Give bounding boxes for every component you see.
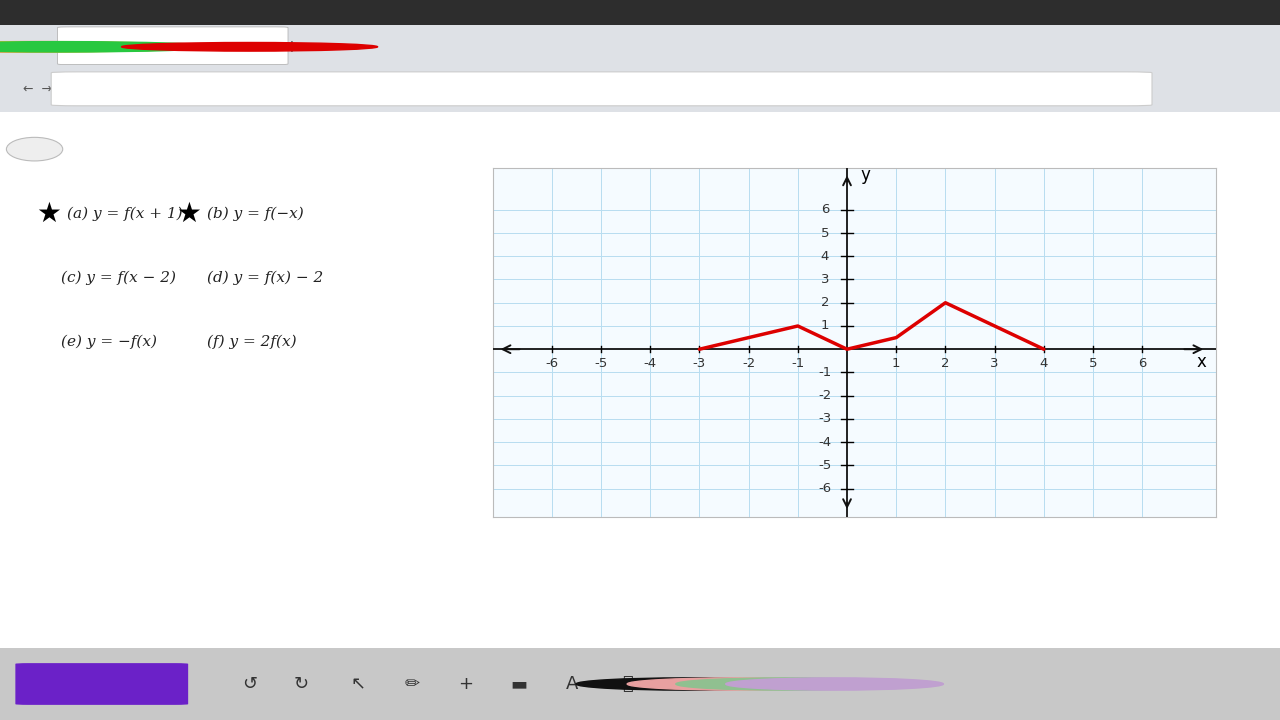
Circle shape — [6, 138, 63, 161]
Circle shape — [0, 42, 215, 52]
Text: (a) y = f(x + 1): (a) y = f(x + 1) — [67, 207, 182, 221]
Text: -4: -4 — [818, 436, 832, 449]
Text: ⬜: ⬜ — [622, 675, 632, 693]
Text: A: A — [566, 675, 579, 693]
Text: ←  →  ↺: ← → ↺ — [23, 83, 70, 96]
Circle shape — [576, 678, 794, 690]
Text: 3: 3 — [820, 273, 829, 286]
FancyBboxPatch shape — [15, 663, 188, 705]
Circle shape — [0, 42, 179, 52]
Text: -6: -6 — [818, 482, 832, 495]
Text: -2: -2 — [742, 356, 755, 369]
Text: 4: 4 — [1039, 356, 1048, 369]
Text: 1: 1 — [892, 356, 900, 369]
Circle shape — [726, 678, 943, 690]
Text: x: x — [1197, 353, 1206, 371]
FancyBboxPatch shape — [51, 72, 1152, 106]
Text: -6: -6 — [545, 356, 558, 369]
Text: (d) y = f(x) − 2: (d) y = f(x) − 2 — [207, 271, 324, 285]
Text: -1: -1 — [791, 356, 804, 369]
Text: -3: -3 — [692, 356, 707, 369]
Text: (b) y = f(−x): (b) y = f(−x) — [207, 207, 305, 221]
Text: ★: ★ — [175, 199, 201, 228]
Text: ↺: ↺ — [242, 675, 257, 693]
Text: y: y — [860, 166, 870, 184]
Text: -5: -5 — [818, 459, 832, 472]
Text: 6: 6 — [1138, 356, 1147, 369]
Text: 5: 5 — [820, 227, 829, 240]
Text: +: + — [458, 675, 474, 693]
Text: -4: -4 — [644, 356, 657, 369]
Text: 6: 6 — [820, 203, 829, 216]
Text: 🔒  https://www.numerade.com/answers/whiteboard/100171/: 🔒 https://www.numerade.com/answers/white… — [92, 83, 447, 96]
Text: 3: 3 — [991, 356, 998, 369]
Text: ↖: ↖ — [351, 675, 366, 693]
Text: 5: 5 — [1089, 356, 1097, 369]
Text: ×: × — [265, 40, 276, 54]
Text: (c) y = f(x − 2): (c) y = f(x − 2) — [61, 271, 177, 285]
Circle shape — [122, 42, 378, 51]
Text: ✏: ✏ — [404, 675, 420, 693]
Text: 4: 4 — [820, 250, 829, 263]
Text: Stop Recording: Stop Recording — [44, 678, 160, 690]
Text: -5: -5 — [594, 356, 608, 369]
FancyBboxPatch shape — [58, 27, 288, 65]
Text: Numerade: Numerade — [109, 40, 174, 53]
Text: 2: 2 — [820, 296, 829, 309]
Text: +: + — [284, 37, 298, 55]
Text: ▬: ▬ — [509, 675, 527, 693]
Circle shape — [0, 42, 197, 52]
Text: 2: 2 — [941, 356, 950, 369]
Text: -1: -1 — [818, 366, 832, 379]
Text: ★: ★ — [36, 199, 61, 228]
Text: ↻: ↻ — [293, 675, 308, 693]
Text: 1: 1 — [820, 320, 829, 333]
Text: 1: 1 — [31, 143, 38, 156]
Text: (e) y = −f(x): (e) y = −f(x) — [61, 335, 157, 349]
Text: -2: -2 — [818, 390, 832, 402]
Circle shape — [627, 678, 845, 690]
Text: (f) y = 2f(x): (f) y = 2f(x) — [207, 335, 297, 349]
Circle shape — [676, 678, 893, 690]
Text: -3: -3 — [818, 413, 832, 426]
